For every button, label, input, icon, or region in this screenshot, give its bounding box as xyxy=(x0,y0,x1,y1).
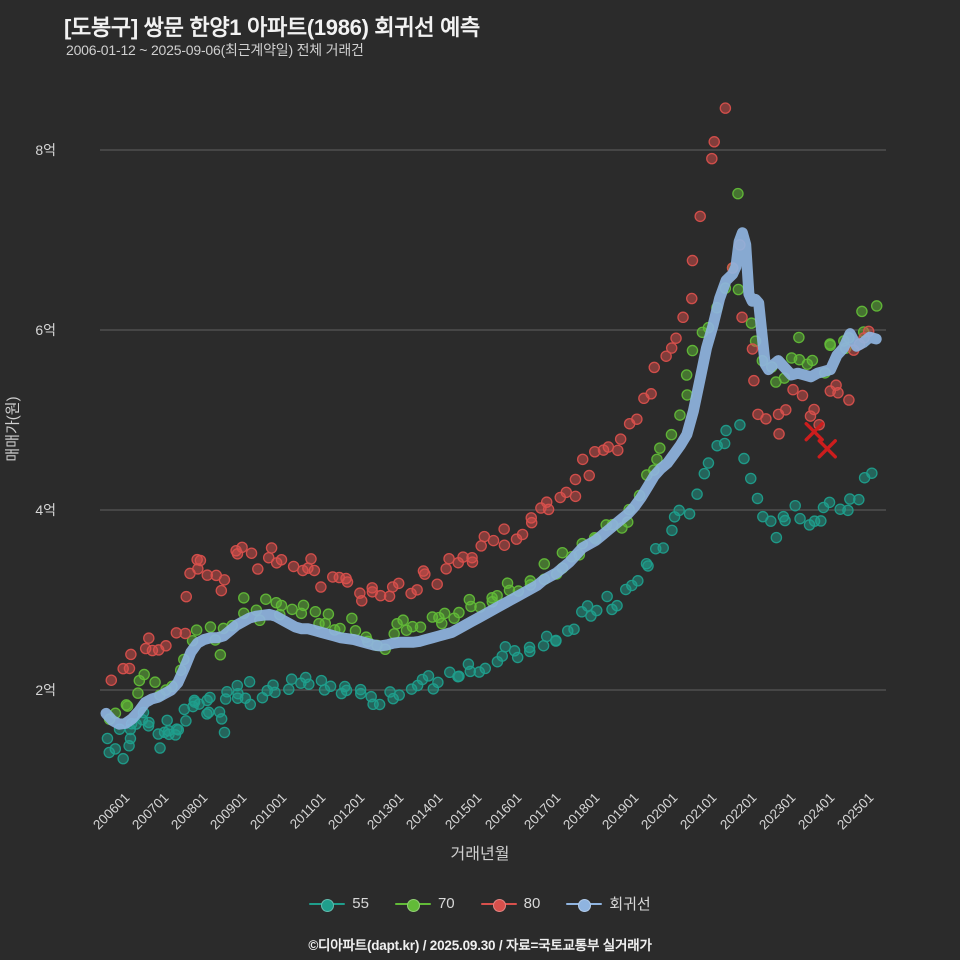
x-tick-label: 202101 xyxy=(677,790,721,833)
series-55 xyxy=(101,419,878,765)
legend-swatch-icon xyxy=(566,897,603,912)
x-tick-label: 200601 xyxy=(90,790,133,833)
page-subtitle: 2006-01-12 ~ 2025-09-06(최근계약일) 전체 거래건 xyxy=(66,42,364,58)
x-tick-label: 202401 xyxy=(795,790,838,833)
x-tick-label: 201401 xyxy=(403,790,446,833)
legend-swatch-icon xyxy=(480,897,517,912)
y-tick-label: 6억 xyxy=(35,322,56,338)
x-tick-label: 200701 xyxy=(129,790,172,833)
outlier-x-marker xyxy=(817,439,837,459)
chart-legend: 55 70 80 회귀선 xyxy=(0,893,960,914)
chart-canvas xyxy=(100,102,886,765)
outlier-x-marker xyxy=(804,422,824,442)
legend-item-70[interactable]: 70 xyxy=(394,895,455,912)
y-tick-label: 4억 xyxy=(35,502,56,518)
legend-item-80[interactable]: 80 xyxy=(480,895,541,912)
legend-label: 80 xyxy=(523,895,541,912)
legend-label: 55 xyxy=(352,895,369,912)
x-tick-label: 201701 xyxy=(520,790,564,833)
gridlines xyxy=(100,149,886,691)
x-tick-label: 202301 xyxy=(755,790,799,833)
y-tick-label: 8억 xyxy=(35,142,56,158)
legend-item-55[interactable]: 55 xyxy=(309,895,369,912)
legend-label: 70 xyxy=(437,895,455,912)
x-tick-label: 201001 xyxy=(246,790,290,833)
legend-label: 회귀선 xyxy=(609,896,651,913)
legend-item-회귀선[interactable]: 회귀선 xyxy=(566,893,651,914)
x-tick-label: 201301 xyxy=(364,790,407,833)
regression-line xyxy=(100,227,882,730)
legend-swatch-icon xyxy=(309,897,346,912)
page-title: [도봉구] 쌍문 한양1 아파트(1986) 회귀선 예측 xyxy=(64,15,480,40)
x-tick-label: 201901 xyxy=(599,790,642,833)
x-tick-label: 201201 xyxy=(325,790,368,833)
legend-swatch-icon xyxy=(394,897,431,912)
x-tick-label: 202001 xyxy=(638,790,681,833)
x-tick-label: 202201 xyxy=(716,790,760,833)
outlier-markers xyxy=(804,422,837,459)
series-70 xyxy=(103,187,883,725)
footer-credit: ©디아파트(dapt.kr) / 2025.09.30 / 자료=국토교통부 실… xyxy=(308,938,652,953)
x-axis-title: 거래년월 xyxy=(450,846,510,863)
x-tick-label: 202501 xyxy=(834,790,877,833)
scatter-points xyxy=(101,102,883,765)
y-axis-title: 매매가(원) xyxy=(4,396,22,462)
x-tick-label: 201601 xyxy=(481,790,525,833)
x-tick-label: 201501 xyxy=(442,790,486,833)
x-tick-label: 201801 xyxy=(560,790,603,833)
y-tick-label: 2억 xyxy=(35,682,56,698)
x-tick-label: 200801 xyxy=(168,790,211,833)
x-tick-label: 201101 xyxy=(286,790,329,832)
x-tick-label: 200901 xyxy=(207,790,251,833)
plot-area: 2억 4억 6억 8억 매매가(원) 200601 200701 200801 200901… xyxy=(5,78,896,832)
